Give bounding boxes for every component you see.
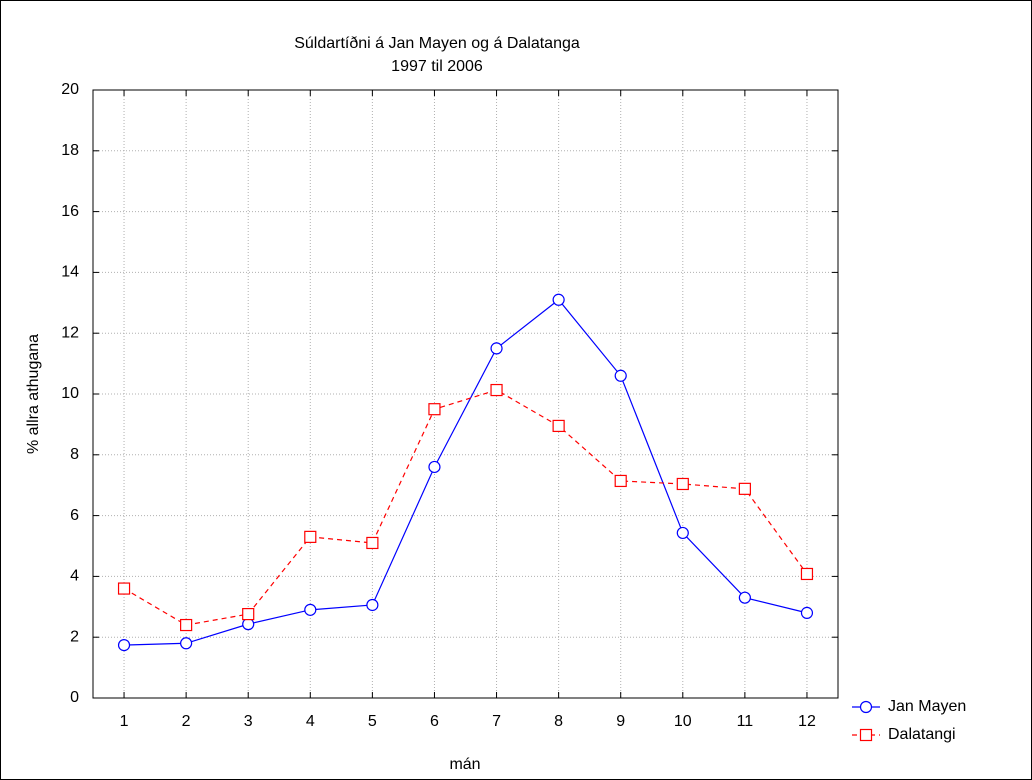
data-point [800, 567, 814, 581]
data-point [117, 639, 131, 652]
x-tick-label: 5 [368, 713, 377, 730]
y-tick-label: 20 [61, 81, 79, 98]
data-point [366, 598, 379, 612]
y-tick-label: 0 [70, 689, 79, 706]
plot-border [92, 89, 839, 699]
y-tick-label: 8 [70, 446, 79, 463]
y-tick-label: 18 [61, 142, 79, 159]
legend-label: Dalatangi [888, 726, 956, 743]
series-line [124, 298, 808, 646]
y-tick-label: 4 [70, 568, 79, 585]
x-axis-label: mán [449, 756, 480, 773]
x-tick-label: 8 [554, 713, 563, 730]
data-point [180, 618, 193, 632]
data-point [304, 603, 317, 616]
x-tick-label: 6 [430, 713, 439, 730]
data-point [117, 582, 131, 595]
x-tick-label: 7 [492, 713, 501, 730]
data-point [738, 591, 751, 604]
data-point [614, 369, 627, 382]
data-point [676, 526, 689, 540]
data-point [552, 419, 565, 433]
data-point [242, 618, 255, 631]
data-point [180, 637, 193, 650]
y-axis-label: % allra athugana [25, 334, 42, 454]
y-tick-label: 10 [61, 385, 79, 402]
y-tick-label: 6 [70, 507, 79, 524]
data-point [552, 293, 565, 306]
y-tick-label: 16 [61, 203, 79, 220]
legend-label: Jan Mayen [888, 698, 966, 715]
x-tick-label: 4 [306, 713, 315, 730]
chart-title: Súldartíðni á Jan Mayen og á Dalatanga [294, 35, 580, 52]
data-point [490, 383, 503, 397]
data-point [738, 482, 751, 495]
data-point [428, 403, 441, 416]
data-point [614, 474, 627, 488]
data-point [304, 530, 317, 543]
x-tick-label: 10 [674, 713, 692, 730]
data-point [490, 342, 503, 355]
data-point [366, 536, 379, 550]
x-tick-label: 1 [120, 713, 129, 730]
x-tick-label: 12 [798, 713, 816, 730]
data-point [242, 607, 255, 621]
data-point [800, 606, 814, 619]
y-tick-label: 2 [70, 628, 79, 645]
x-tick-label: 9 [616, 713, 625, 730]
x-tick-label: 2 [182, 713, 191, 730]
x-tick-label: 3 [244, 713, 253, 730]
data-point [428, 460, 441, 474]
data-point [676, 477, 689, 491]
y-tick-label: 12 [61, 324, 79, 341]
legend-marker [859, 728, 873, 742]
chart-subtitle: 1997 til 2006 [391, 58, 483, 75]
x-tick-label: 11 [737, 713, 754, 730]
y-tick-label: 14 [61, 264, 79, 281]
legend-marker [859, 700, 873, 714]
